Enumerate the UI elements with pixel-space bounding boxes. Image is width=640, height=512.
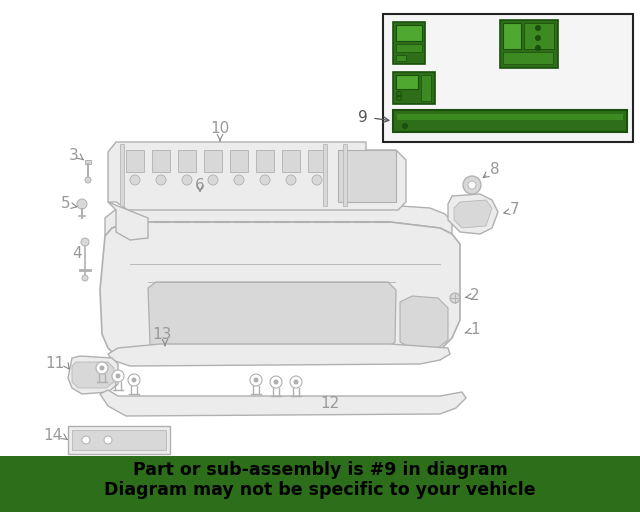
Polygon shape (100, 222, 460, 360)
Bar (178, 150, 196, 172)
Circle shape (85, 177, 91, 183)
Bar (396, 25, 422, 41)
Circle shape (290, 376, 302, 388)
Bar (343, 144, 347, 206)
Bar (338, 150, 396, 202)
Circle shape (273, 379, 278, 385)
Bar (396, 75, 418, 89)
Circle shape (96, 362, 108, 374)
Text: 10: 10 (211, 121, 230, 136)
Text: 4: 4 (72, 246, 82, 262)
Bar (323, 144, 327, 206)
Circle shape (81, 238, 89, 246)
Bar (120, 144, 124, 206)
Polygon shape (72, 362, 114, 388)
Bar (383, 14, 633, 142)
Circle shape (130, 175, 140, 185)
Circle shape (535, 25, 541, 31)
Circle shape (250, 374, 262, 386)
Bar (396, 55, 406, 61)
Text: Diagram may not be specific to your vehicle: Diagram may not be specific to your vehi… (104, 481, 536, 499)
Polygon shape (400, 296, 448, 352)
Bar (503, 23, 521, 49)
Bar (393, 22, 425, 64)
Text: 9: 9 (358, 111, 368, 125)
Text: 13: 13 (152, 327, 172, 342)
Circle shape (115, 373, 120, 378)
Polygon shape (448, 194, 498, 234)
Circle shape (294, 379, 298, 385)
Circle shape (77, 199, 87, 209)
Bar (393, 72, 435, 104)
Bar (308, 150, 326, 172)
Text: 1: 1 (470, 323, 479, 337)
Circle shape (468, 181, 476, 189)
Circle shape (156, 175, 166, 185)
Bar (421, 75, 431, 101)
Circle shape (535, 45, 541, 51)
Circle shape (312, 175, 322, 185)
Bar (500, 20, 558, 68)
Bar (126, 150, 144, 172)
Text: 14: 14 (44, 429, 63, 443)
Text: 11: 11 (45, 356, 65, 372)
Circle shape (112, 370, 124, 382)
Circle shape (270, 376, 282, 388)
Polygon shape (108, 344, 450, 366)
Text: Part or sub-assembly is #9 in diagram: Part or sub-assembly is #9 in diagram (132, 461, 508, 479)
Bar (152, 150, 170, 172)
Circle shape (128, 374, 140, 386)
Circle shape (286, 175, 296, 185)
Polygon shape (454, 200, 492, 228)
Text: 3: 3 (69, 147, 79, 162)
Polygon shape (68, 356, 118, 394)
Circle shape (234, 175, 244, 185)
Polygon shape (100, 390, 466, 416)
Circle shape (253, 377, 259, 382)
Bar (397, 114, 623, 120)
Bar (68, 426, 170, 454)
Text: 8: 8 (490, 162, 500, 178)
Polygon shape (148, 282, 396, 352)
Circle shape (208, 175, 218, 185)
Polygon shape (108, 202, 148, 240)
Circle shape (463, 176, 481, 194)
Bar (524, 23, 554, 49)
Bar (0, 456, 640, 512)
Bar (396, 44, 422, 52)
Circle shape (104, 436, 112, 444)
Bar (282, 150, 300, 172)
Polygon shape (105, 204, 452, 236)
Circle shape (131, 377, 136, 382)
Text: 12: 12 (320, 396, 339, 412)
Text: 6: 6 (195, 178, 205, 193)
Bar (204, 150, 222, 172)
Bar (393, 110, 627, 132)
Circle shape (260, 175, 270, 185)
Text: 2: 2 (470, 288, 479, 304)
Bar (85, 160, 91, 164)
Bar (230, 150, 248, 172)
Bar (256, 150, 274, 172)
Text: 5: 5 (61, 197, 71, 211)
Circle shape (99, 366, 104, 371)
Polygon shape (108, 142, 406, 210)
Circle shape (450, 293, 460, 303)
Bar (72, 430, 166, 450)
Circle shape (535, 35, 541, 41)
Circle shape (82, 275, 88, 281)
Circle shape (182, 175, 192, 185)
Circle shape (402, 123, 408, 129)
Text: 7: 7 (510, 203, 520, 218)
Bar (503, 52, 553, 64)
Circle shape (82, 436, 90, 444)
